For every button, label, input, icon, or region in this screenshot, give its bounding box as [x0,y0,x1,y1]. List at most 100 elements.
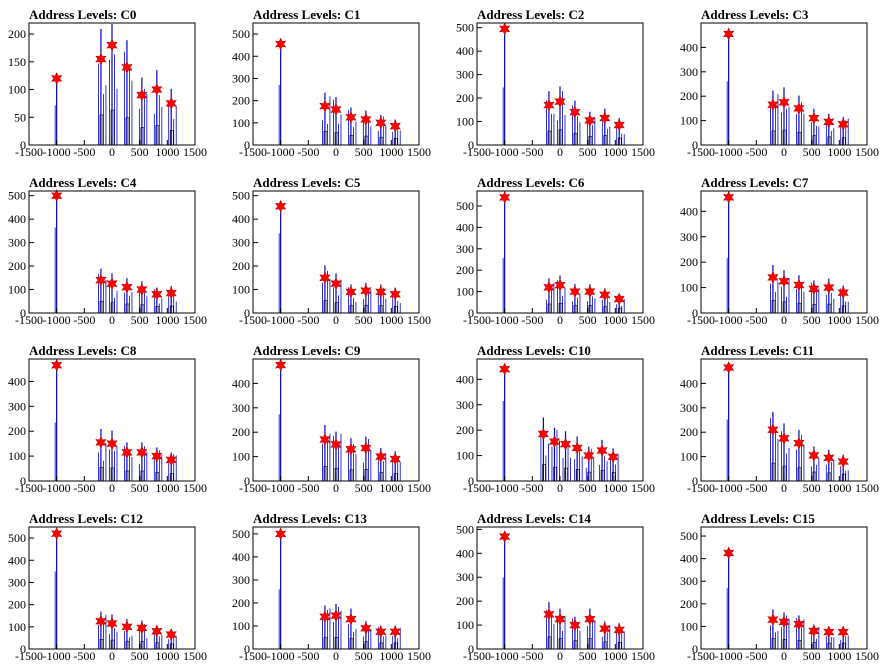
x-tick-label: 0 [109,145,115,159]
peak-marker [330,609,342,623]
chart-panel-c9: Address Levels: C9 0 100 200 300 400 -1500 -100… [232,343,431,495]
x-tick-label: 0 [333,313,339,327]
x-tick-label: 1000 [827,145,851,159]
peak-marker [837,625,849,639]
peak-marker [584,612,596,626]
x-tick-label: -1500 [239,313,267,327]
x-tick-label: 1000 [603,145,627,159]
x-tick-label: 500 [579,481,597,495]
peak-marker [498,190,511,205]
peak-marker [823,115,835,129]
y-tick-label: 400 [456,546,474,560]
peak-marker [345,612,357,626]
x-tick-label: 1500 [855,481,879,495]
x-tick-label: 1500 [407,649,431,663]
y-tick-label: 200 [680,89,698,103]
y-tick-label: 0 [692,474,698,488]
x-tick-label: -1500 [463,313,491,327]
peak-marker [375,116,387,130]
peak-marker [360,621,372,635]
x-tick-label: -1000 [491,145,519,159]
x-tick-label: 1500 [855,145,879,159]
peak-marker [837,117,849,131]
x-tick-label: -500 [297,649,319,663]
y-tick-label: 300 [8,575,26,589]
peak-marker [151,287,163,301]
peak-marker [569,105,581,119]
peak-marker [554,94,566,109]
peak-marker [823,625,835,639]
chart-panel-c8: Address Levels: C8 0 100 200 300 400 -1500 -100… [8,343,207,495]
y-tick-label: 100 [680,114,698,128]
peak-marker [330,277,342,291]
x-tick-label: -1000 [43,313,71,327]
peak-marker [543,607,555,621]
peak-marker [498,529,511,544]
x-tick-label: -1500 [239,481,267,495]
peak-marker [136,445,148,459]
peak-marker [121,620,133,634]
x-tick-label: -1000 [267,313,295,327]
y-tick-label: 200 [456,423,474,437]
peak-marker [274,527,287,541]
chart-title: Address Levels: C7 [701,175,809,190]
x-tick-label: 1000 [379,649,403,663]
x-tick-label: -1000 [715,481,743,495]
peak-marker [583,448,595,463]
peak-marker [722,360,735,375]
peak-marker [584,284,596,299]
x-tick-label: 0 [333,649,339,663]
chart-title: Address Levels: C1 [253,7,360,22]
y-tick-label: 200 [456,594,474,608]
peak-marker [274,199,287,213]
y-tick-label: 300 [456,242,474,256]
peak-marker [360,284,372,298]
y-tick-label: 200 [680,425,698,439]
x-tick-label: 500 [579,313,597,327]
y-tick-label: 200 [8,259,26,273]
peak-marker [106,38,118,52]
x-tick-label: 1000 [155,145,179,159]
y-tick-label: 300 [456,570,474,584]
peak-marker [106,616,118,631]
peak-marker [498,362,511,376]
peak-marker [543,280,555,294]
chart-title: Address Levels: C6 [477,175,585,190]
x-tick-label: 500 [803,481,821,495]
y-tick-label: 200 [456,91,474,105]
x-tick-label: 0 [333,145,339,159]
y-tick-label: 0 [468,474,474,488]
y-tick-label: 100 [232,619,250,633]
y-tick-label: 200 [8,598,26,612]
peak-marker [319,271,331,285]
x-tick-label: -500 [745,649,767,663]
y-tick-label: 300 [680,574,698,588]
x-tick-label: 500 [803,649,821,663]
y-tick-label: 0 [244,474,250,488]
x-tick-label: -500 [73,481,95,495]
chart-panel-c12: Address Levels: C12 0 100 200 300 400 500 -1500… [8,511,207,663]
y-tick-label: 400 [456,220,474,234]
x-tick-label: 0 [333,481,339,495]
y-tick-label: 0 [692,642,698,656]
peak-marker [569,284,581,299]
peak-marker [165,96,177,111]
chart-title: Address Levels: C3 [701,7,809,22]
y-tick-label: 400 [8,553,26,567]
y-tick-label: 200 [232,425,250,439]
peak-marker [106,437,118,451]
y-tick-label: 50 [14,110,26,124]
x-tick-label: 0 [557,313,563,327]
chart-panel-c13: Address Levels: C13 0 100 200 300 400 500 -1500… [232,511,431,663]
peak-marker [50,527,63,541]
y-tick-label: 0 [468,306,474,320]
x-tick-label: -500 [297,481,319,495]
peak-marker [837,454,849,469]
x-tick-label: 0 [781,481,787,495]
x-tick-label: 1500 [855,649,879,663]
x-tick-label: -500 [745,481,767,495]
peak-marker [599,111,611,125]
x-tick-label: -1500 [15,649,43,663]
y-tick-label: 500 [456,21,474,35]
chart-panel-c1: Address Levels: C10100200300400500-1500-… [232,7,431,159]
